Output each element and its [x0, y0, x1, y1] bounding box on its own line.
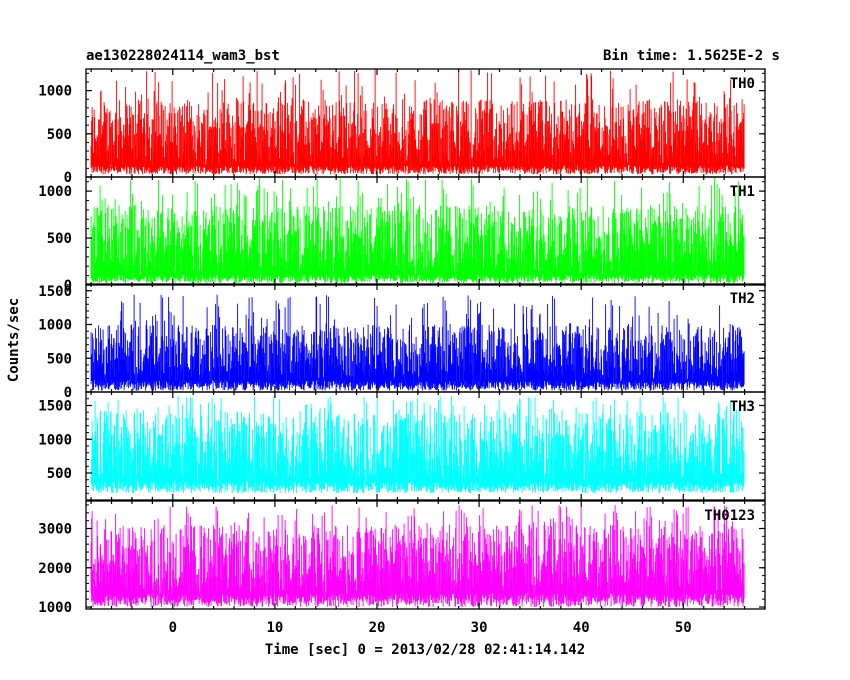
x-tick-label: 50 — [675, 620, 692, 636]
x-tick-label: 10 — [266, 620, 283, 636]
panel-label-th0123: TH0123 — [704, 508, 755, 524]
y-tick-label: 2000 — [38, 561, 72, 577]
y-tick-label: 1000 — [38, 432, 72, 448]
series-th2 — [90, 294, 745, 391]
y-tick-label: 1000 — [38, 318, 72, 334]
y-tick-label: 1000 — [38, 84, 72, 100]
panel-frame — [85, 176, 766, 286]
y-tick-label: 3000 — [38, 521, 72, 537]
y-tick-label: 1500 — [38, 399, 72, 415]
panel-th1: 0 500 1000 TH1 — [38, 176, 766, 294]
series-th0 — [90, 69, 745, 175]
bin-time-label: Bin time: 1.5625E-2 s — [603, 48, 780, 64]
y-tick-label: 0 — [64, 385, 72, 401]
series-th1 — [90, 177, 745, 284]
y-tick-label: 500 — [47, 351, 72, 367]
series-th0123 — [90, 505, 745, 607]
series-th3 — [90, 395, 745, 494]
y-tick-label: 0 — [64, 170, 72, 186]
y-tick-label: 500 — [47, 127, 72, 143]
x-axis-title: Time [sec] 0 = 2013/02/28 02:41:14.142 — [265, 642, 585, 658]
panel-label-th3: TH3 — [730, 399, 755, 415]
panel-label-th2: TH2 — [730, 291, 755, 307]
panel-th0123: 1000 2000 3000 TH0123 — [38, 500, 766, 616]
panel-label-th0: TH0 — [730, 76, 755, 92]
x-tick-label: 20 — [369, 620, 386, 636]
chart-title: ae130228024114_wam3_bst — [86, 48, 280, 64]
y-tick-label: 500 — [47, 466, 72, 482]
y-tick-label: 0 — [64, 278, 72, 294]
panel-th2: 0 500 1000 1500 TH2 — [38, 283, 766, 401]
x-tick-label: 30 — [471, 620, 488, 636]
x-tick-label: 40 — [573, 620, 590, 636]
x-tick-label: 0 — [169, 620, 177, 636]
panel-th0: 0 500 1000 TH0 — [38, 68, 766, 186]
y-axis-title: Counts/sec — [6, 298, 22, 382]
y-tick-label: 1500 — [38, 284, 72, 300]
y-tick-label: 1000 — [38, 184, 72, 200]
y-tick-label: 500 — [47, 231, 72, 247]
y-tick-label: 1000 — [38, 600, 72, 616]
panel-th3: 500 1000 1500 TH3 — [38, 391, 766, 501]
panel-frame — [85, 500, 766, 610]
panel-label-th1: TH1 — [730, 184, 755, 200]
